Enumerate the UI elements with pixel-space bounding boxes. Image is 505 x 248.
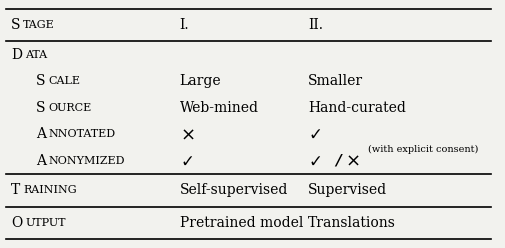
- Text: Smaller: Smaller: [308, 74, 363, 88]
- Text: Large: Large: [179, 74, 221, 88]
- Text: $\checkmark$: $\checkmark$: [308, 152, 321, 170]
- Text: A: A: [36, 154, 46, 168]
- Text: $\times$: $\times$: [179, 125, 194, 143]
- Text: D: D: [11, 48, 22, 62]
- Text: $\checkmark$: $\checkmark$: [308, 125, 321, 143]
- Text: O: O: [11, 216, 23, 230]
- Text: Hand-curated: Hand-curated: [308, 101, 405, 115]
- Text: S: S: [36, 101, 45, 115]
- Text: S: S: [11, 18, 21, 32]
- Text: NONYMIZED: NONYMIZED: [48, 156, 125, 166]
- Text: S: S: [36, 74, 45, 88]
- Text: T: T: [11, 184, 21, 197]
- Text: TAGE: TAGE: [23, 20, 55, 30]
- Text: (with explicit consent): (with explicit consent): [367, 144, 477, 154]
- Text: UTPUT: UTPUT: [25, 218, 66, 228]
- Text: II.: II.: [308, 18, 323, 32]
- Text: CALE: CALE: [48, 76, 80, 86]
- Text: /: /: [335, 154, 340, 168]
- Text: RAINING: RAINING: [23, 186, 76, 195]
- Text: Translations: Translations: [308, 216, 395, 230]
- Text: OURCE: OURCE: [48, 103, 91, 113]
- Text: I.: I.: [179, 18, 189, 32]
- Text: ATA: ATA: [25, 50, 47, 60]
- Text: Supervised: Supervised: [308, 184, 386, 197]
- Text: $\times$: $\times$: [344, 152, 359, 170]
- Text: Web-mined: Web-mined: [179, 101, 258, 115]
- Text: Pretrained model: Pretrained model: [179, 216, 302, 230]
- Text: $\checkmark$: $\checkmark$: [179, 152, 192, 170]
- Text: NNOTATED: NNOTATED: [48, 129, 116, 139]
- Text: Self-supervised: Self-supervised: [179, 184, 287, 197]
- Text: A: A: [36, 127, 46, 141]
